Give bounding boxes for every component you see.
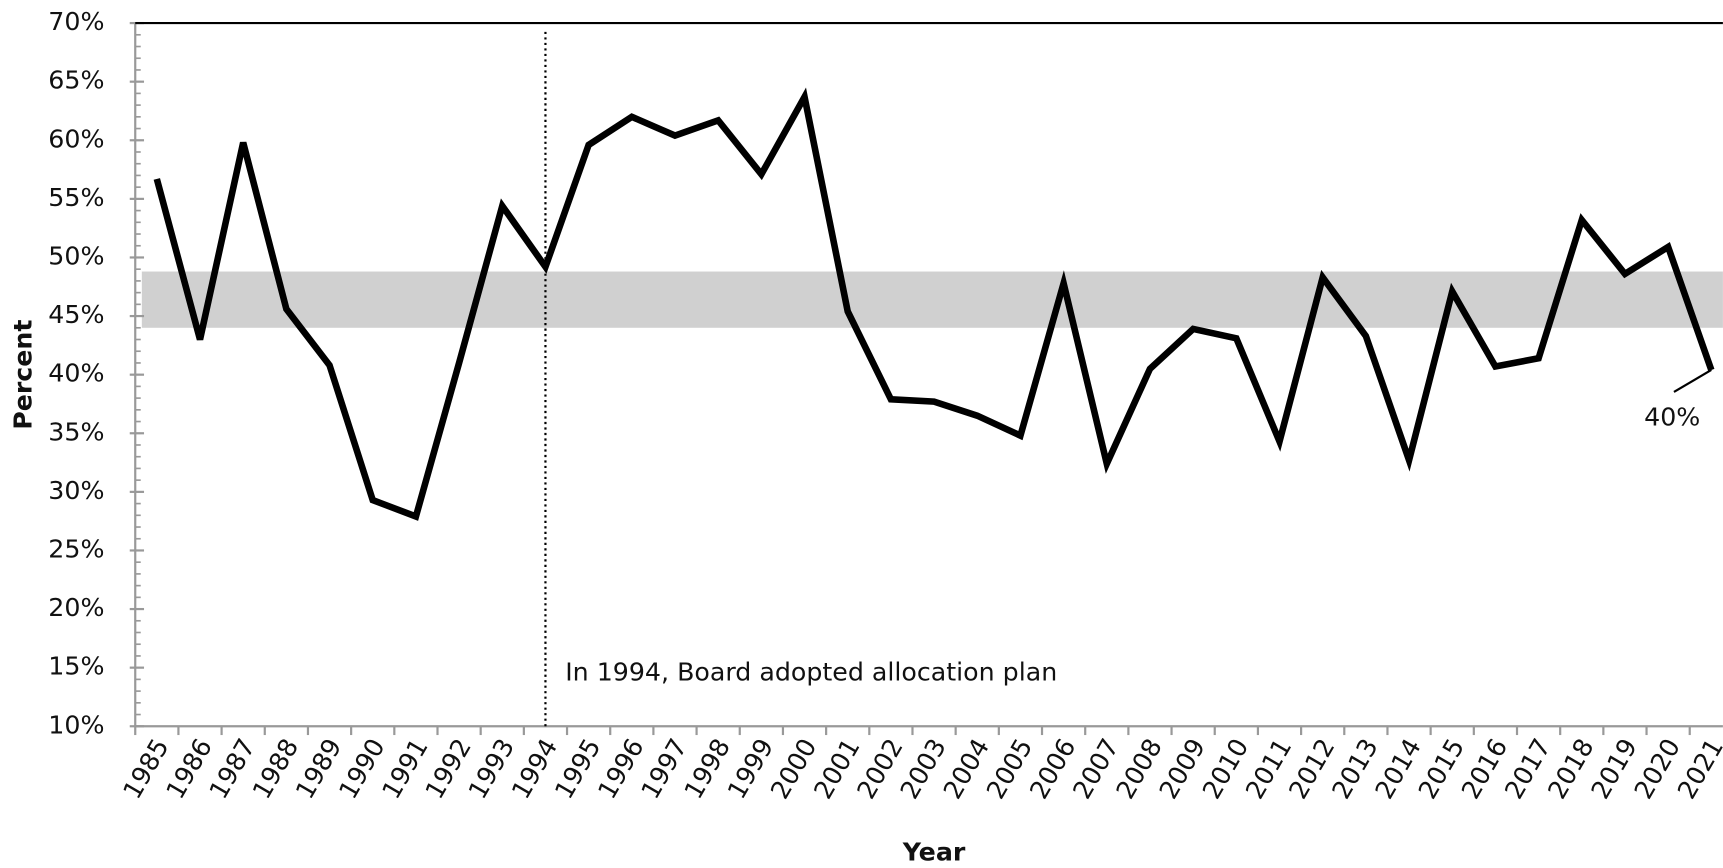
y-tick-label: 55% <box>48 183 104 212</box>
y-tick-label: 30% <box>48 476 104 505</box>
line <box>153 87 1715 521</box>
y-axis-title: Percent <box>8 320 37 430</box>
y-tick-label: 40% <box>48 359 104 388</box>
leader-line <box>1673 369 1712 393</box>
annotation-text: In 1994, Board adopted allocation plan <box>565 658 1057 687</box>
x-axis-title: Year <box>902 838 966 867</box>
y-tick-label: 45% <box>48 300 104 329</box>
y-tick-label: 65% <box>48 66 104 95</box>
data-label: 40% <box>1644 402 1700 431</box>
y-tick-label: 70% <box>48 7 104 36</box>
y-tick-label: 60% <box>48 124 104 153</box>
y-tick-label: 15% <box>48 652 104 681</box>
x-tick-label: 2021 <box>1672 734 1723 804</box>
y-tick-label: 35% <box>48 417 104 446</box>
y-tick-label: 25% <box>48 534 104 563</box>
shaded-range <box>141 271 1723 328</box>
y-tick-label: 50% <box>48 241 104 270</box>
y-tick-label: 10% <box>48 710 104 739</box>
y-tick-label: 20% <box>48 593 104 622</box>
